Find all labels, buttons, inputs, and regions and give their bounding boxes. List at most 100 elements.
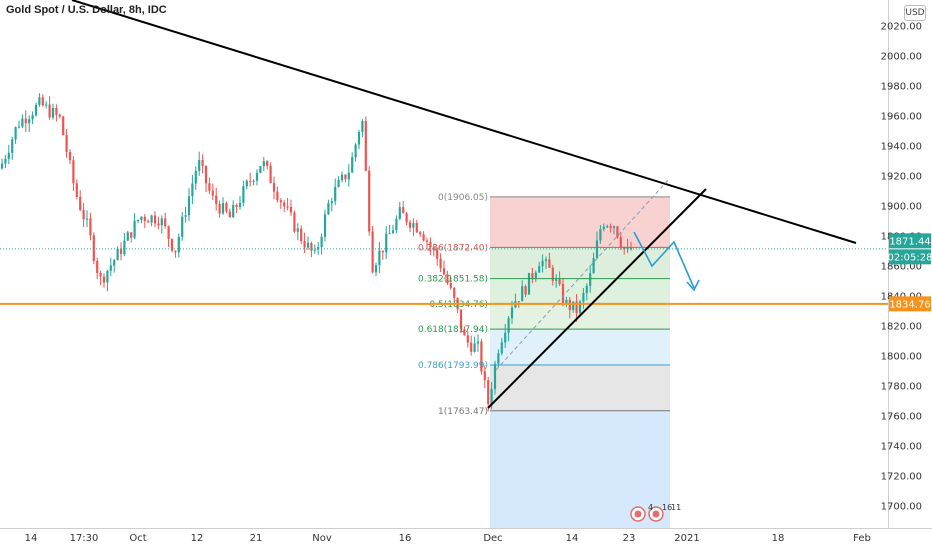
candle-body xyxy=(79,196,82,210)
y-tick-label: 1960.00 xyxy=(881,112,922,123)
candle-body xyxy=(419,232,422,235)
candle-body xyxy=(68,151,72,161)
candle-body xyxy=(4,158,7,164)
candle-body xyxy=(623,247,626,250)
candle-body xyxy=(150,215,153,223)
fib-zone xyxy=(490,247,670,279)
support-price-tag: 1834.76 xyxy=(889,299,930,310)
candle-body xyxy=(201,159,204,166)
candle-body xyxy=(303,241,306,248)
candle-body xyxy=(184,215,187,217)
candle-body xyxy=(374,265,378,273)
candle-body xyxy=(391,230,395,234)
candle-body xyxy=(276,191,279,201)
candle-body xyxy=(548,259,551,268)
candle-body xyxy=(517,301,520,303)
candle-body xyxy=(133,220,136,238)
candle-body xyxy=(102,276,106,283)
candle-body xyxy=(585,285,588,294)
candle-body xyxy=(524,286,527,295)
candle-body xyxy=(82,209,85,220)
fib-zone xyxy=(490,365,670,411)
event-count: 11 xyxy=(671,503,681,512)
candle-body xyxy=(361,120,364,132)
candle-body xyxy=(85,218,89,220)
candle-body xyxy=(167,226,170,240)
y-tick-label: 2020.00 xyxy=(881,22,922,33)
candle-body xyxy=(113,260,116,266)
support-price-tag-bg xyxy=(889,296,931,312)
candle-body xyxy=(293,212,296,232)
candle-body xyxy=(449,283,452,288)
candle-body xyxy=(109,265,112,271)
fib-label: 0.236(1872.40) xyxy=(418,243,488,253)
candle-body xyxy=(62,116,65,136)
candle-body xyxy=(507,318,510,333)
candle-body xyxy=(340,174,344,181)
candle-body xyxy=(368,170,371,232)
y-tick-label: 1920.00 xyxy=(881,172,922,183)
candle-body xyxy=(398,207,401,219)
fib-label: 0.786(1793.99) xyxy=(418,361,488,371)
candle-body xyxy=(330,201,333,204)
y-tick-label: 1980.00 xyxy=(881,82,922,93)
candle-body xyxy=(286,206,289,208)
trend-drawings xyxy=(0,0,888,409)
candle-body xyxy=(245,180,248,187)
x-tick-label: Oct xyxy=(129,533,146,544)
y-tick-label: 1700.00 xyxy=(881,502,922,513)
candle-body xyxy=(599,229,602,241)
candle-body xyxy=(106,270,109,283)
candle-body xyxy=(55,107,58,115)
candle-body xyxy=(218,203,221,214)
candle-body xyxy=(41,97,44,106)
candle-body xyxy=(459,309,463,330)
x-tick-label: 18 xyxy=(772,533,785,544)
x-tick-label: Nov xyxy=(312,533,332,544)
candle-body xyxy=(442,268,446,275)
candle-body xyxy=(310,242,313,251)
fib-zone xyxy=(490,329,670,366)
y-tick-label: 1900.00 xyxy=(881,202,922,213)
candle-body xyxy=(272,183,276,192)
candle-body xyxy=(558,279,561,285)
chart-title: Gold Spot / U.S. Dollar, 8h, IDC xyxy=(6,4,167,16)
candle-body xyxy=(123,240,126,255)
candle-body xyxy=(153,215,157,224)
candle-body xyxy=(388,233,391,235)
currency-button[interactable]: USD xyxy=(904,5,926,21)
projection-path xyxy=(633,231,695,289)
candle-body xyxy=(487,380,490,405)
candle-body xyxy=(72,160,75,184)
candle-body xyxy=(323,214,327,237)
candle-body xyxy=(582,293,585,302)
candle-body xyxy=(337,180,340,187)
candle-body xyxy=(17,126,21,128)
projection-arrowhead xyxy=(686,279,700,292)
candle-body xyxy=(378,250,381,266)
candle-body xyxy=(320,236,323,247)
candle-body xyxy=(75,183,78,197)
candle-body xyxy=(65,135,68,152)
candle-body xyxy=(204,165,208,184)
candle-body xyxy=(572,301,575,311)
candle-body xyxy=(249,180,252,182)
candle-body xyxy=(119,248,123,255)
time-axis[interactable]: 14 17:30 Oct 12 21 Nov 16 Dec 14 23 2021 18 Feb xyxy=(0,528,932,545)
candle-body xyxy=(269,165,272,184)
candlesticks xyxy=(0,93,633,412)
candle-body xyxy=(58,114,61,117)
last-price-tag-bg xyxy=(889,233,931,249)
candle-body xyxy=(371,231,374,273)
candle-body xyxy=(347,172,350,180)
candle-body xyxy=(194,170,197,184)
candle-body xyxy=(568,299,571,311)
candle-body xyxy=(157,223,160,226)
event-icon-dot xyxy=(652,510,660,518)
candle-body xyxy=(48,104,51,118)
event-count: 4 xyxy=(648,503,653,512)
candle-body xyxy=(602,226,605,230)
